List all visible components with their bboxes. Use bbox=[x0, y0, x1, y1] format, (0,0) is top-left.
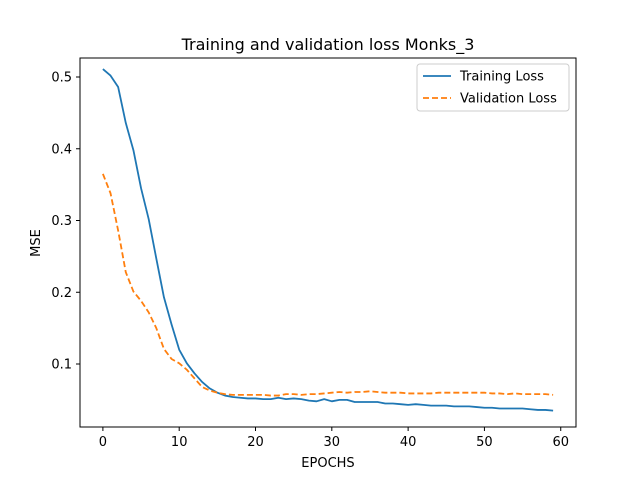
series-line-validation-loss bbox=[102, 173, 554, 397]
x-axis-label: EPOCHS bbox=[301, 456, 354, 471]
x-tick-label: 50 bbox=[476, 435, 493, 450]
x-tick-label: 10 bbox=[171, 435, 188, 450]
plot-frame bbox=[79, 57, 577, 428]
plot-lines bbox=[102, 68, 554, 412]
x-tick-label: 30 bbox=[324, 435, 341, 450]
chart-title: Training and validation loss Monks_3 bbox=[181, 35, 475, 55]
y-tick-label: 0.1 bbox=[51, 358, 72, 373]
x-tick-label: 0 bbox=[99, 435, 107, 450]
legend-label: Validation Loss bbox=[460, 92, 557, 107]
legend-box bbox=[416, 63, 570, 112]
x-axis-ticks: 0 10 20 30 40 50 60 bbox=[99, 427, 569, 450]
y-tick-label: 0.3 bbox=[51, 214, 72, 229]
y-axis-label: MSE bbox=[29, 229, 44, 257]
legend: Training Loss Validation Loss bbox=[416, 63, 570, 112]
x-tick-label: 20 bbox=[247, 435, 264, 450]
legend-label: Training Loss bbox=[459, 70, 544, 85]
x-tick-label: 40 bbox=[400, 435, 417, 450]
series-line-training-loss bbox=[102, 68, 554, 412]
y-axis-ticks: 0.1 0.2 0.3 0.4 0.5 bbox=[51, 71, 80, 373]
x-tick-label: 60 bbox=[552, 435, 569, 450]
y-tick-label: 0.5 bbox=[51, 71, 72, 86]
y-tick-label: 0.4 bbox=[51, 142, 72, 157]
y-tick-label: 0.2 bbox=[51, 286, 72, 301]
